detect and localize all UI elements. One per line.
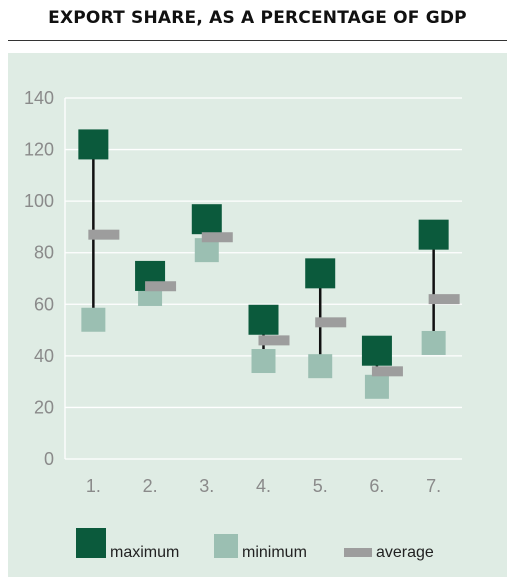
average-marker-4: [258, 335, 290, 346]
maximum-marker-4: [248, 304, 279, 335]
y-tick-label-140: 140: [24, 88, 54, 108]
average-marker-5: [315, 317, 347, 328]
maximum-marker-5: [305, 258, 336, 289]
legend-label-minimum: minimum: [242, 544, 307, 561]
x-tick-label-2: 2.: [143, 476, 158, 496]
legend-swatch-average: [344, 548, 372, 557]
grid: [65, 97, 462, 409]
legend-swatch-minimum: [214, 534, 238, 558]
x-tick-label-4: 4.: [256, 476, 271, 496]
average-marker-2: [145, 281, 177, 292]
y-tick-label-0: 0: [44, 449, 54, 469]
x-axis: 1. 2. 3. 4. 5. 6. 7.: [86, 476, 441, 496]
average-marker-3: [201, 232, 233, 243]
x-tick-label-7: 7.: [426, 476, 441, 496]
x-tick-label-5: 5.: [313, 476, 328, 496]
average-marker-7: [428, 294, 460, 305]
legend: maximum minimum average: [76, 528, 434, 561]
minimum-marker-4: [251, 349, 276, 374]
y-tick-label-60: 60: [34, 294, 54, 314]
legend-label-maximum: maximum: [110, 544, 179, 561]
maximum-marker-1: [78, 129, 109, 160]
x-tick-label-3: 3.: [199, 476, 214, 496]
minimum-marker-7: [421, 330, 446, 355]
y-tick-label-80: 80: [34, 243, 54, 263]
maximum-marker-7: [418, 219, 449, 250]
title-rule: [8, 40, 507, 41]
maximum-marker-3: [191, 204, 222, 235]
maximum-marker-6: [361, 335, 392, 366]
y-tick-label-120: 120: [24, 140, 54, 160]
legend-swatch-maximum: [76, 528, 106, 558]
average-marker-1: [88, 229, 120, 240]
minimum-marker-1: [81, 307, 106, 332]
y-tick-label-100: 100: [24, 191, 54, 211]
y-tick-label-20: 20: [34, 397, 54, 417]
minimum-marker-5: [308, 354, 333, 379]
legend-label-average: average: [376, 544, 434, 561]
minimum-marker-6: [364, 374, 389, 399]
chart-title: EXPORT SHARE, AS A PERCENTAGE OF GDP: [48, 8, 467, 28]
y-tick-label-40: 40: [34, 346, 54, 366]
plot-area: [78, 129, 460, 399]
x-tick-label-6: 6.: [369, 476, 384, 496]
y-axis: 0 20 40 60 80 100 120 140: [24, 88, 462, 469]
average-marker-6: [371, 366, 403, 377]
x-tick-label-1: 1.: [86, 476, 101, 496]
